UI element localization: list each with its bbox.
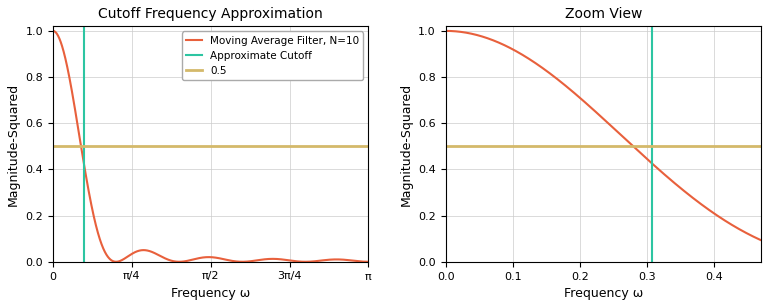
Moving Average Filter, N=10 bbox=[364, 260, 373, 264]
0.5 bbox=[48, 145, 58, 148]
Moving Average Filter, N=10 bbox=[283, 258, 293, 262]
Moving Average Filter, N=10 bbox=[308, 260, 317, 263]
Title: Cutoff Frequency Approximation: Cutoff Frequency Approximation bbox=[98, 7, 323, 21]
Moving Average Filter, N=10 bbox=[253, 258, 263, 262]
Moving Average Filter, N=10 bbox=[169, 259, 178, 263]
Line: Moving Average Filter, N=10: Moving Average Filter, N=10 bbox=[53, 31, 369, 262]
Moving Average Filter, N=10 bbox=[48, 29, 58, 33]
Moving Average Filter, N=10 bbox=[106, 258, 115, 261]
Y-axis label: Magnitude-Squared: Magnitude-Squared bbox=[399, 83, 412, 206]
Moving Average Filter, N=10 bbox=[237, 260, 247, 264]
X-axis label: Frequency ω: Frequency ω bbox=[171, 287, 250, 300]
Y-axis label: Magnitude-Squared: Magnitude-Squared bbox=[7, 83, 20, 206]
0.5 bbox=[149, 145, 158, 148]
Title: Zoom View: Zoom View bbox=[564, 7, 642, 21]
Legend: Moving Average Filter, N=10, Approximate Cutoff, 0.5: Moving Average Filter, N=10, Approximate… bbox=[182, 32, 363, 80]
X-axis label: Frequency ω: Frequency ω bbox=[564, 287, 643, 300]
